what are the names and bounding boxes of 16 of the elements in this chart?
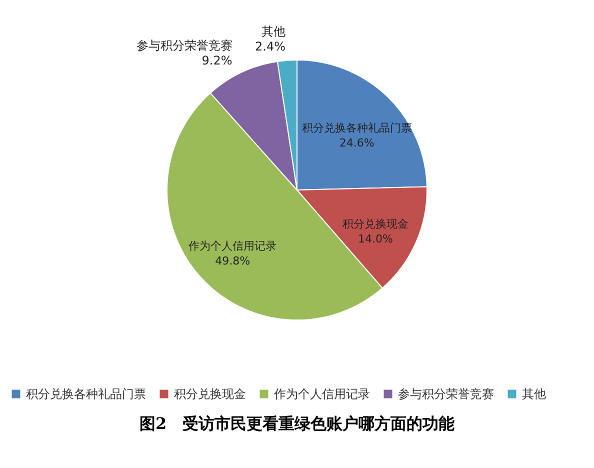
slice-label: 积分兑换现金	[342, 218, 409, 231]
slice-label: 积分兑换各种礼品门票	[302, 122, 412, 135]
slice-label: 其他	[262, 24, 286, 38]
data-label: 24.6%	[339, 136, 374, 150]
legend-label: 作为个人信用记录	[273, 387, 370, 401]
legend-label: 其他	[522, 387, 546, 401]
legend-label: 参与积分荣誉竞赛	[398, 387, 494, 401]
slice-label: 参与积分荣誉竞赛	[136, 38, 232, 52]
legend-label: 积分兑换现金	[174, 387, 246, 401]
data-label: 49.8%	[215, 254, 250, 268]
legend-label: 积分兑换各种礼品门票	[26, 387, 146, 401]
text: 图2 受访市民更看重绿色账户哪方面的功能	[139, 414, 455, 433]
slice-label: 作为个人信用记录	[188, 240, 277, 253]
data-label: 9.2%	[202, 53, 232, 68]
data-label: 14.0%	[358, 232, 394, 246]
data-label: 2.4%	[255, 39, 286, 54]
